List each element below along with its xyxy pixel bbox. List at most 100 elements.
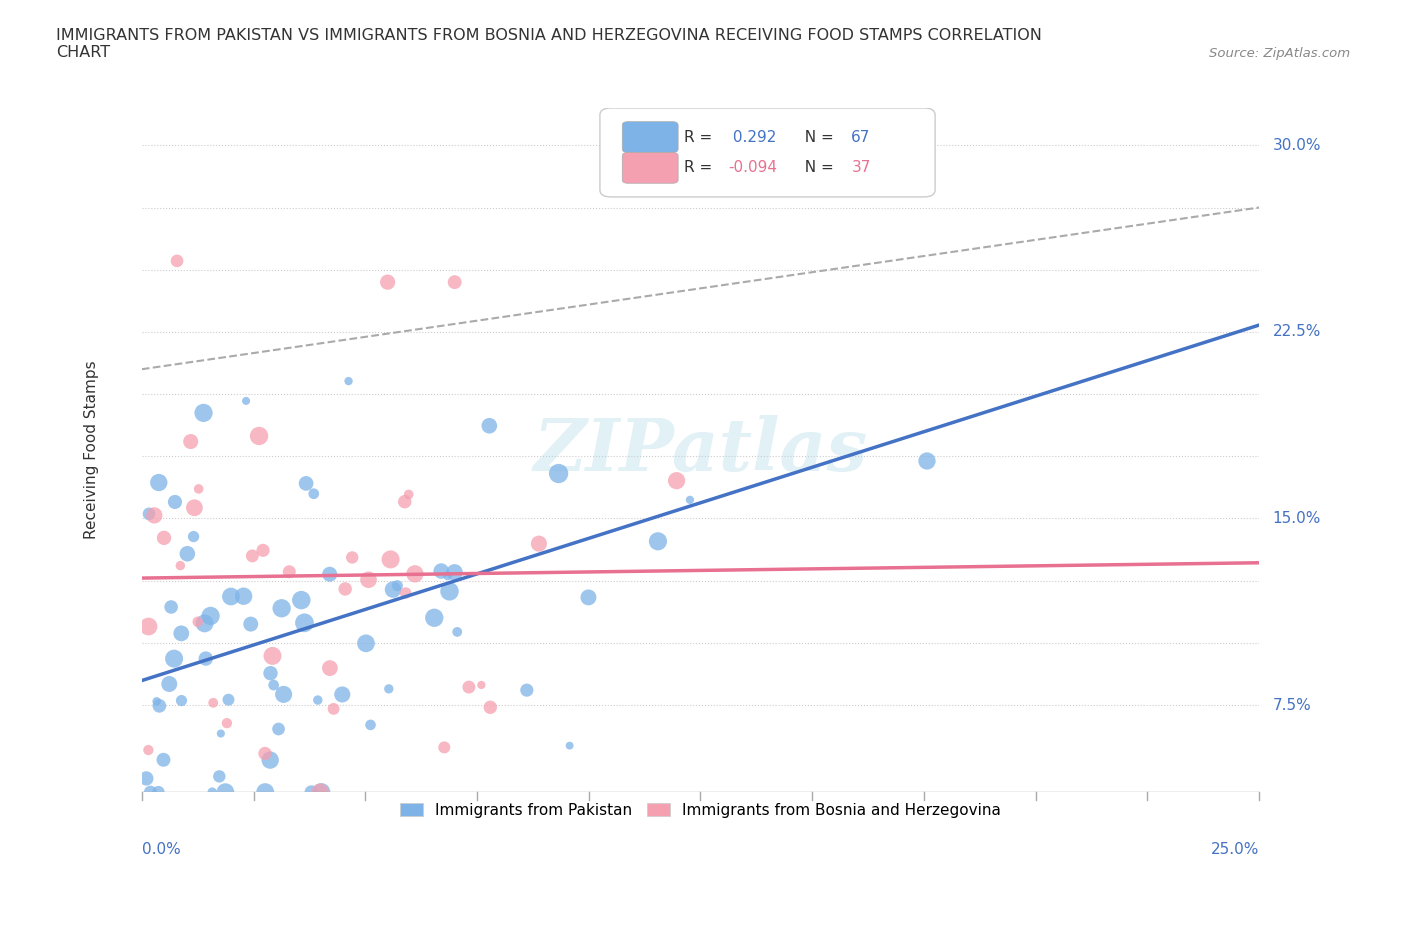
Point xyxy=(170,626,193,641)
Point xyxy=(219,589,242,604)
Point xyxy=(138,743,160,758)
Point xyxy=(240,549,263,564)
Point xyxy=(170,693,193,708)
Point xyxy=(647,534,669,549)
Point xyxy=(201,785,224,800)
Point xyxy=(404,566,426,581)
Legend: Immigrants from Pakistan, Immigrants from Bosnia and Herzegovina: Immigrants from Pakistan, Immigrants fro… xyxy=(392,795,1010,826)
Point xyxy=(335,581,357,596)
Point xyxy=(259,752,281,767)
Point xyxy=(457,680,479,695)
Point xyxy=(208,769,231,784)
Point xyxy=(166,254,188,269)
Point xyxy=(262,648,284,663)
Point xyxy=(193,405,215,420)
Text: 67: 67 xyxy=(851,130,870,145)
Point xyxy=(443,274,465,289)
Text: 37: 37 xyxy=(851,160,870,175)
Point xyxy=(516,683,538,698)
Text: ZIPatlas: ZIPatlas xyxy=(533,415,868,485)
Point xyxy=(294,616,316,631)
Text: R =: R = xyxy=(683,130,717,145)
Point xyxy=(443,565,465,579)
Point xyxy=(527,537,550,551)
Point xyxy=(252,543,274,558)
Point xyxy=(153,530,176,545)
Text: 7.5%: 7.5% xyxy=(1272,698,1312,712)
FancyBboxPatch shape xyxy=(600,108,935,197)
Text: 22.5%: 22.5% xyxy=(1272,325,1320,339)
Point xyxy=(202,696,225,711)
FancyBboxPatch shape xyxy=(623,122,678,153)
Text: N =: N = xyxy=(796,130,839,145)
Point xyxy=(478,418,501,433)
Point xyxy=(398,487,420,502)
Point xyxy=(319,566,342,581)
Point xyxy=(679,492,702,507)
Point xyxy=(160,600,183,615)
Text: N =: N = xyxy=(796,160,839,175)
Point xyxy=(263,678,285,693)
Point xyxy=(558,738,581,753)
Point xyxy=(214,785,236,800)
Point xyxy=(193,616,215,631)
Point xyxy=(187,482,209,497)
Point xyxy=(734,151,756,166)
Point xyxy=(319,660,342,675)
Point xyxy=(357,572,380,587)
Point xyxy=(394,494,416,509)
Point xyxy=(152,752,174,767)
Point xyxy=(430,564,453,578)
Point xyxy=(183,529,205,544)
Text: Source: ZipAtlas.com: Source: ZipAtlas.com xyxy=(1209,46,1350,60)
Text: R =: R = xyxy=(683,160,717,175)
Text: 30.0%: 30.0% xyxy=(1272,138,1322,153)
Point xyxy=(215,716,238,731)
Point xyxy=(139,785,162,800)
Text: Receiving Food Stamps: Receiving Food Stamps xyxy=(84,361,98,539)
Point xyxy=(148,475,170,490)
Point xyxy=(387,578,409,593)
Text: IMMIGRANTS FROM PAKISTAN VS IMMIGRANTS FROM BOSNIA AND HERZEGOVINA RECEIVING FOO: IMMIGRANTS FROM PAKISTAN VS IMMIGRANTS F… xyxy=(56,28,1042,60)
Point xyxy=(311,785,333,800)
Text: 0.292: 0.292 xyxy=(728,130,776,145)
Point xyxy=(337,374,360,389)
Point xyxy=(267,722,290,737)
Point xyxy=(299,785,322,800)
Point xyxy=(278,565,301,579)
Point xyxy=(254,785,277,800)
Point xyxy=(302,486,325,501)
Point xyxy=(239,617,262,631)
Point xyxy=(232,589,254,604)
Point xyxy=(176,546,198,561)
Point xyxy=(259,666,281,681)
Point xyxy=(479,700,502,715)
Point xyxy=(307,693,329,708)
Point xyxy=(273,687,295,702)
Point xyxy=(547,466,569,481)
Point xyxy=(183,500,205,515)
Point xyxy=(135,771,157,786)
Point xyxy=(163,651,186,666)
Point xyxy=(290,592,312,607)
Point xyxy=(148,698,170,713)
Point xyxy=(423,610,446,625)
Point xyxy=(270,601,292,616)
FancyBboxPatch shape xyxy=(623,153,678,183)
Point xyxy=(157,676,180,691)
Point xyxy=(436,568,458,583)
Point xyxy=(433,740,456,755)
Point xyxy=(235,393,257,408)
Point xyxy=(169,558,191,573)
Point xyxy=(194,651,217,666)
Text: -0.094: -0.094 xyxy=(728,160,778,175)
Point xyxy=(209,726,232,741)
Point xyxy=(1337,299,1360,314)
Point xyxy=(187,615,209,630)
Point xyxy=(342,550,364,565)
Point xyxy=(253,746,276,761)
Point xyxy=(148,785,170,800)
Point xyxy=(665,473,688,488)
Point xyxy=(330,687,353,702)
Point xyxy=(200,608,222,623)
